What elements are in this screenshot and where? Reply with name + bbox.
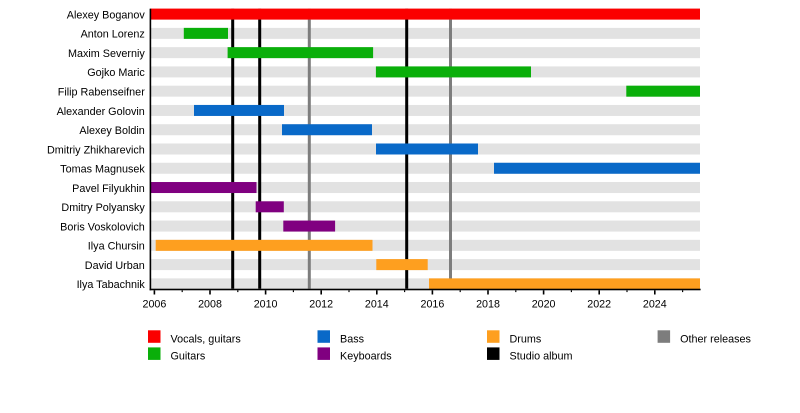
svg-text:2008: 2008	[198, 299, 222, 311]
svg-text:Alexey Boldin: Alexey Boldin	[79, 125, 144, 137]
svg-text:Dmitry Polyansky: Dmitry Polyansky	[61, 202, 145, 214]
svg-text:Studio album: Studio album	[510, 350, 573, 362]
svg-text:2012: 2012	[309, 299, 333, 311]
svg-text:Bass: Bass	[340, 333, 365, 345]
svg-text:Alexey Boganov: Alexey Boganov	[67, 9, 146, 21]
svg-text:Maxim Severniy: Maxim Severniy	[68, 48, 145, 60]
svg-text:Pavel Filyukhin: Pavel Filyukhin	[72, 183, 145, 195]
svg-text:2022: 2022	[587, 299, 611, 311]
svg-text:2018: 2018	[476, 299, 500, 311]
svg-text:Boris Voskolovich: Boris Voskolovich	[60, 221, 145, 233]
svg-text:David Urban: David Urban	[85, 260, 145, 272]
svg-text:Alexander Golovin: Alexander Golovin	[57, 106, 145, 118]
svg-text:Ilya Chursin: Ilya Chursin	[88, 241, 145, 253]
svg-text:2016: 2016	[421, 299, 445, 311]
svg-text:Gojko Maric: Gojko Maric	[87, 67, 145, 79]
svg-text:Tomas Magnusek: Tomas Magnusek	[60, 164, 145, 176]
svg-text:2006: 2006	[143, 299, 167, 311]
svg-text:2014: 2014	[365, 299, 389, 311]
svg-text:Keyboards: Keyboards	[340, 350, 392, 362]
svg-text:Ilya Tabachnik: Ilya Tabachnik	[77, 279, 146, 291]
svg-text:Vocals, guitars: Vocals, guitars	[171, 333, 242, 345]
svg-text:Filip Rabenseifner: Filip Rabenseifner	[58, 86, 145, 98]
svg-text:2010: 2010	[254, 299, 278, 311]
svg-text:Anton Lorenz: Anton Lorenz	[81, 29, 145, 41]
svg-text:Guitars: Guitars	[171, 350, 206, 362]
svg-text:2020: 2020	[532, 299, 556, 311]
svg-text:Other releases: Other releases	[680, 333, 751, 345]
svg-text:2024: 2024	[643, 299, 667, 311]
svg-text:Drums: Drums	[510, 333, 542, 345]
svg-text:Dmitriy Zhikharevich: Dmitriy Zhikharevich	[47, 144, 145, 156]
